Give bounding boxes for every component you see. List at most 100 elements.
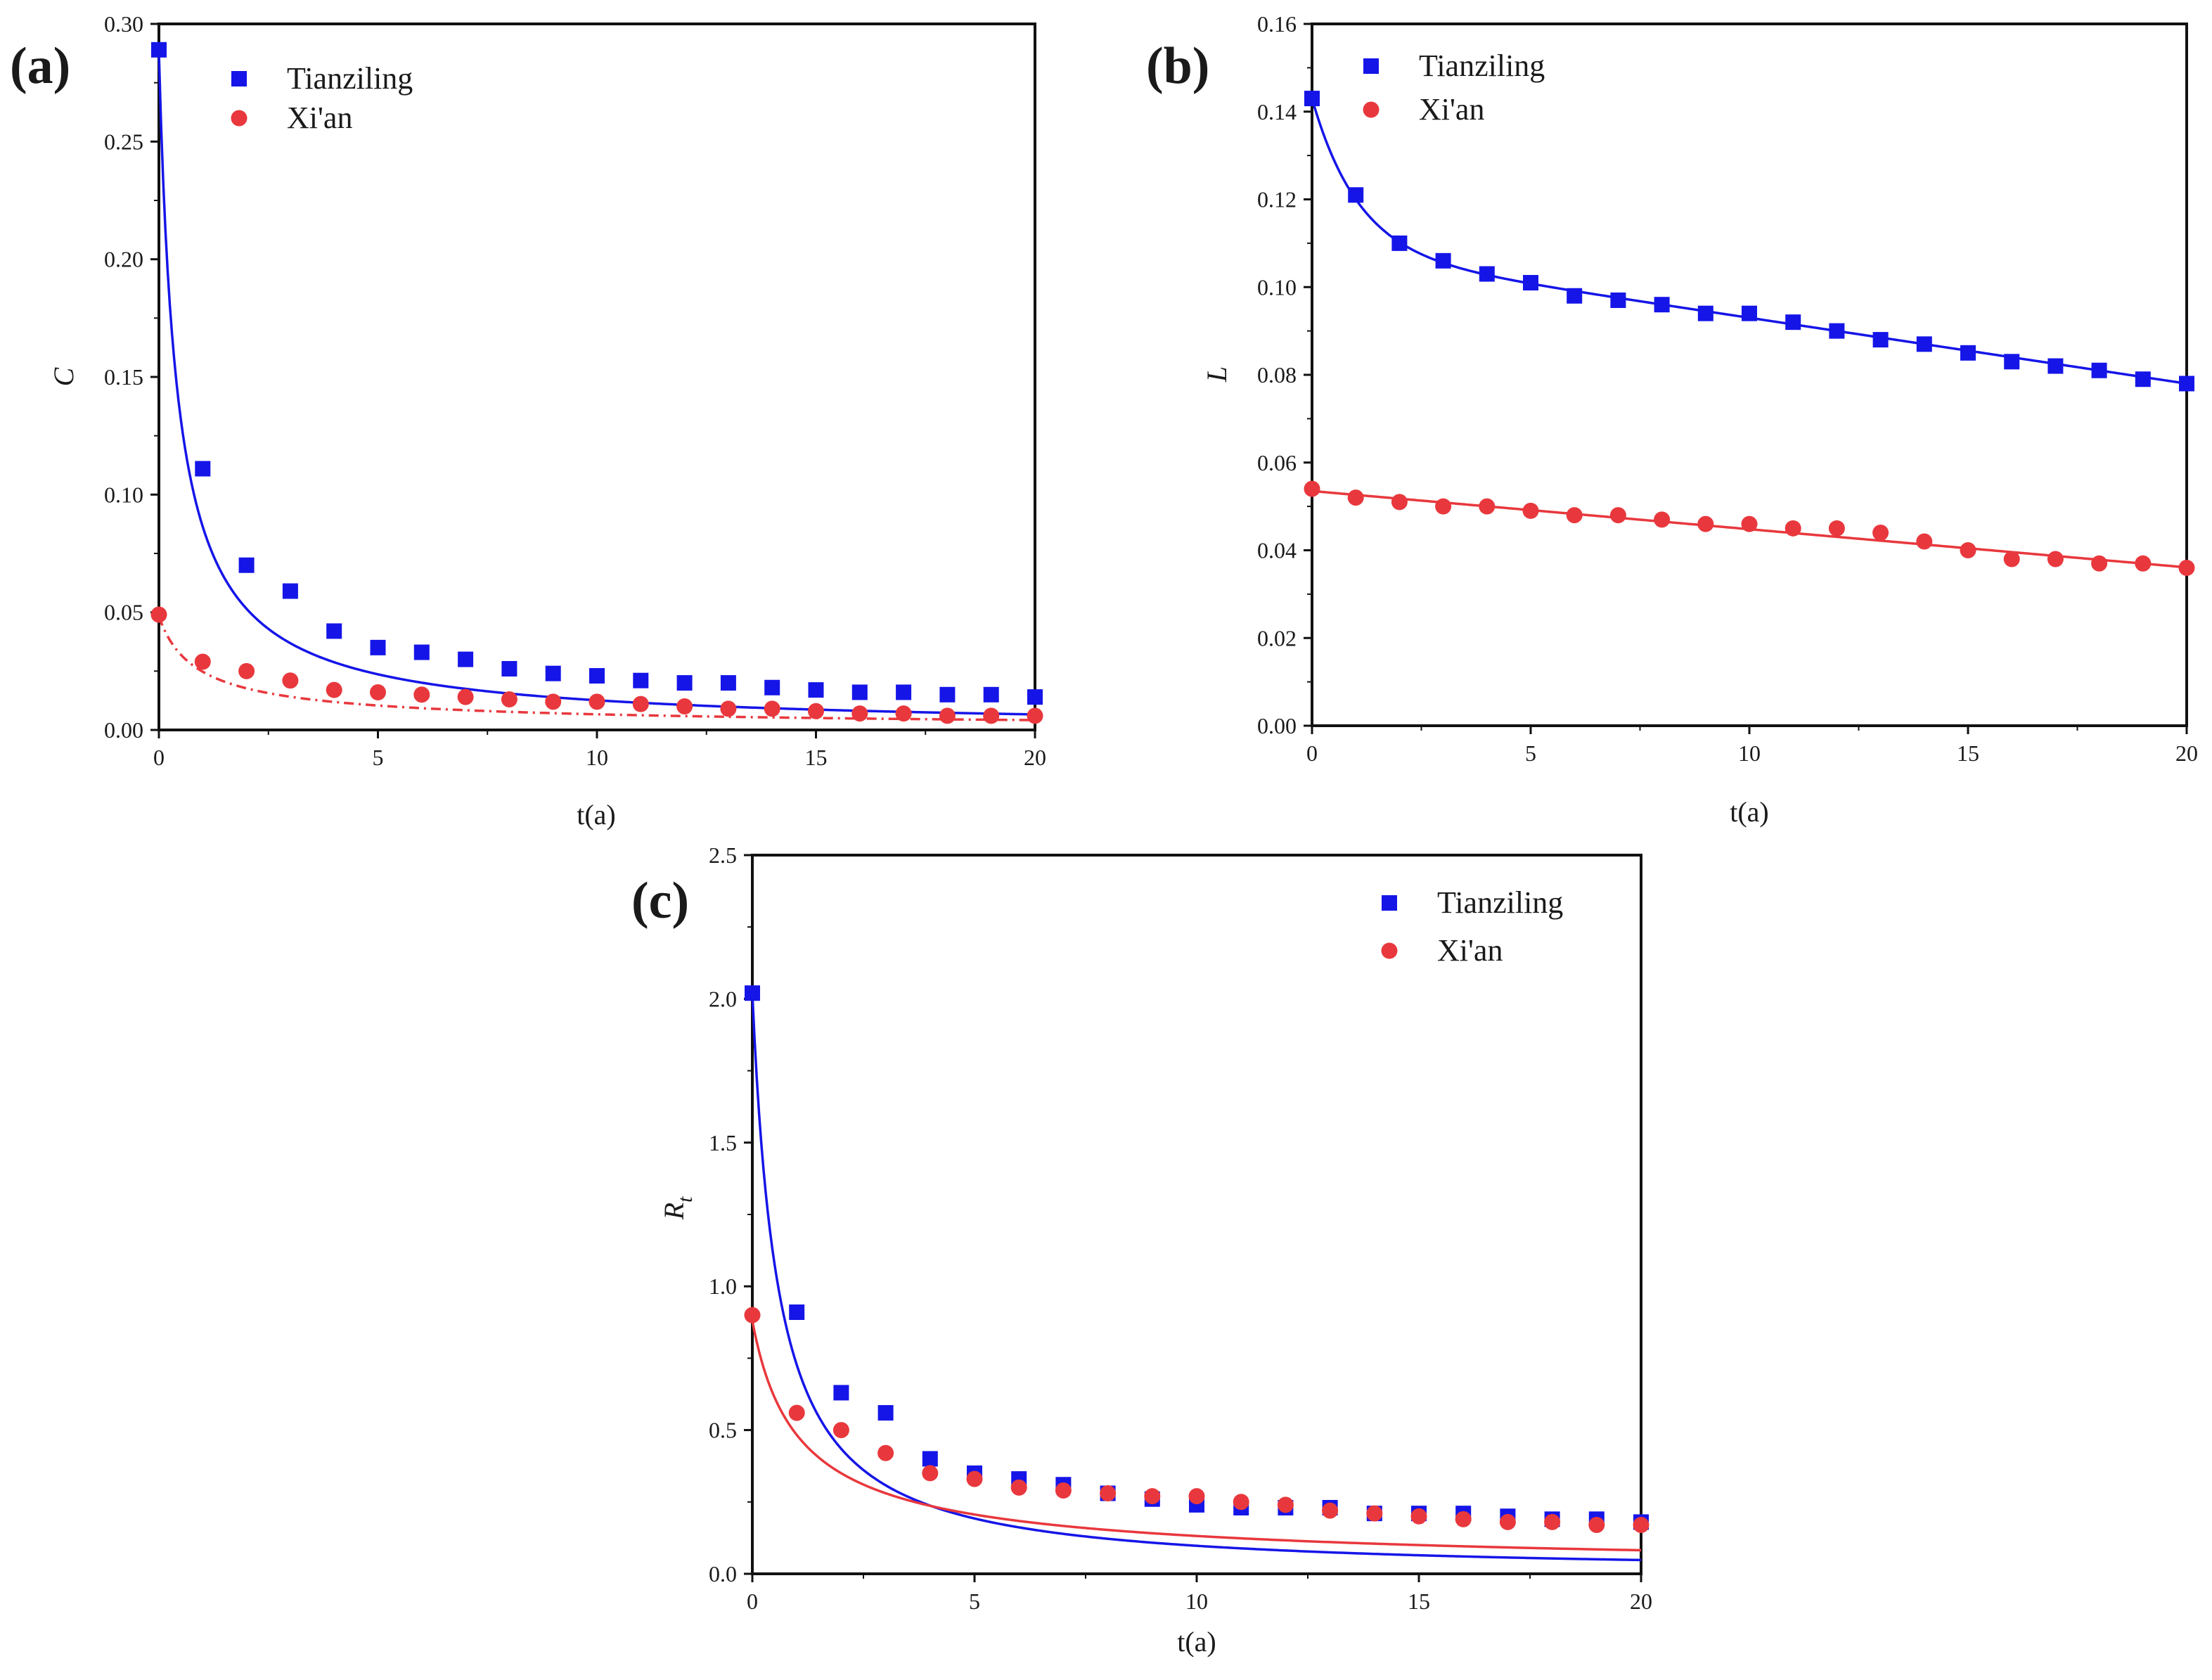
data-point-c-xian <box>1144 1488 1161 1505</box>
data-point-c-xian <box>1322 1502 1339 1519</box>
panel-label-c: (c) <box>631 872 689 930</box>
data-point-b-tianziling <box>1348 187 1364 203</box>
y-tick-label-b: 0.12 <box>1257 187 1297 212</box>
data-point-b-tianziling <box>1304 91 1320 107</box>
y-tick-label-b: 0.00 <box>1257 713 1297 738</box>
data-point-c-xian <box>1588 1517 1605 1534</box>
data-point-c-tianziling <box>922 1451 938 1467</box>
data-point-a-tianziling <box>808 682 824 698</box>
data-point-a-xian <box>939 707 956 724</box>
panel-label-b: (b) <box>1146 37 1209 95</box>
data-point-b-xian <box>1609 507 1626 524</box>
y-tick-label-a: 0.25 <box>104 129 143 154</box>
data-point-c-xian <box>1010 1479 1027 1496</box>
data-point-c-tianziling <box>877 1405 894 1421</box>
data-point-b-xian <box>1785 520 1801 537</box>
data-point-b-xian <box>2047 551 2064 568</box>
data-point-b-tianziling <box>1829 323 1845 339</box>
x-tick-label-a: 15 <box>805 745 828 770</box>
data-point-b-tianziling <box>1435 252 1451 269</box>
data-point-b-xian <box>1522 502 1539 519</box>
data-point-a-tianziling <box>545 665 561 681</box>
legend-marker-b-xian <box>1363 101 1380 118</box>
y-axis-title-a: C <box>48 366 79 386</box>
y-axis-title-subscript-c: t <box>674 1196 697 1203</box>
legend-label-c-xian: Xi'an <box>1437 933 1503 968</box>
data-point-a-tianziling <box>1027 689 1043 705</box>
data-point-a-xian <box>720 700 737 717</box>
y-tick-label-b: 0.16 <box>1257 11 1297 37</box>
x-axis-title-c: t(a) <box>1177 1626 1216 1657</box>
data-point-c-xian <box>1499 1513 1516 1530</box>
x-tick-label-c: 15 <box>1408 1589 1430 1614</box>
y-tick-label-c: 2.5 <box>709 842 737 868</box>
data-point-a-tianziling <box>151 41 167 58</box>
data-point-c-xian <box>1366 1505 1383 1522</box>
data-point-a-xian <box>238 662 255 679</box>
data-point-c-tianziling <box>833 1385 849 1401</box>
data-point-b-xian <box>1566 507 1583 524</box>
legend-marker-b-tianziling <box>1363 58 1379 74</box>
data-point-b-tianziling <box>1872 332 1889 348</box>
y-tick-label-c: 2.0 <box>709 986 737 1011</box>
data-point-c-tianziling <box>789 1304 805 1320</box>
y-tick-label-b: 0.06 <box>1257 450 1297 475</box>
data-point-b-tianziling <box>1785 314 1801 331</box>
data-point-a-xian <box>589 693 605 710</box>
y-tick-label-b: 0.02 <box>1257 625 1297 650</box>
panel-a: (a) 0 5 10 15 20 0.00 0.05 0.10 0.15 0.20 0.25 0.30… <box>10 11 1046 831</box>
data-point-a-xian <box>676 698 693 715</box>
data-point-b-tianziling <box>1567 288 1583 304</box>
data-point-b-xian <box>1872 525 1889 541</box>
data-point-b-xian <box>2178 559 2195 576</box>
legend-marker-c-tianziling <box>1382 895 1397 911</box>
data-point-a-xian <box>370 684 386 700</box>
data-point-a-tianziling <box>851 684 868 700</box>
data-point-a-xian <box>983 707 1000 724</box>
data-point-a-tianziling <box>238 557 255 573</box>
fit-line-c-xian <box>751 1320 1642 1552</box>
data-point-b-tianziling <box>1523 275 1538 291</box>
fit-line-c-tianziling <box>751 993 1642 1562</box>
fit-line-a-xian <box>157 615 1036 722</box>
y-tick-label-c: 0.5 <box>709 1418 737 1443</box>
x-tick-label-b: 0 <box>1306 740 1318 766</box>
x-tick-label-a: 20 <box>1024 745 1046 770</box>
y-axis-title-main-b: L <box>1201 366 1233 383</box>
y-tick-label-b: 0.14 <box>1257 99 1297 124</box>
data-point-a-xian <box>1027 707 1043 724</box>
data-point-b-xian <box>1654 511 1671 528</box>
y-tick-label-b: 0.04 <box>1257 538 1297 563</box>
data-point-b-tianziling <box>1960 345 1976 361</box>
data-point-b-xian <box>1828 520 1845 537</box>
data-point-b-tianziling <box>2179 376 2194 392</box>
data-point-b-tianziling <box>2091 362 2107 378</box>
data-point-a-xian <box>895 705 912 722</box>
data-point-a-xian <box>194 653 211 670</box>
legend-label-c-tianziling: Tianziling <box>1437 885 1563 920</box>
data-point-a-tianziling <box>720 675 736 691</box>
data-point-b-tianziling <box>1916 336 1932 352</box>
data-point-a-xian <box>413 686 430 703</box>
data-point-a-tianziling <box>501 660 517 677</box>
data-point-b-tianziling <box>1654 297 1670 313</box>
legend-marker-a-xian <box>231 110 247 127</box>
data-point-a-xian <box>326 681 342 698</box>
y-tick-label-b: 0.08 <box>1257 362 1297 387</box>
y-tick-label-b: 0.10 <box>1257 274 1297 300</box>
data-point-b-tianziling <box>1479 266 1495 282</box>
data-point-b-xian <box>1479 498 1496 515</box>
data-point-c-xian <box>1455 1511 1472 1527</box>
x-tick-label-b: 10 <box>1738 740 1761 766</box>
data-point-a-xian <box>808 703 824 719</box>
data-point-c-xian <box>966 1470 983 1487</box>
data-point-c-xian <box>877 1444 894 1461</box>
data-point-b-tianziling <box>1391 235 1408 251</box>
x-tick-label-c: 5 <box>969 1589 980 1614</box>
data-point-b-xian <box>2003 551 2020 568</box>
y-axis-title-main-a: C <box>48 366 79 386</box>
panel-b: (b) 0 5 10 15 20 0.00 0.02 0.04 0.06 0.08 0.10 0.12… <box>1146 11 2198 828</box>
x-tick-label-c: 0 <box>747 1589 758 1614</box>
data-point-b-xian <box>1304 480 1320 497</box>
